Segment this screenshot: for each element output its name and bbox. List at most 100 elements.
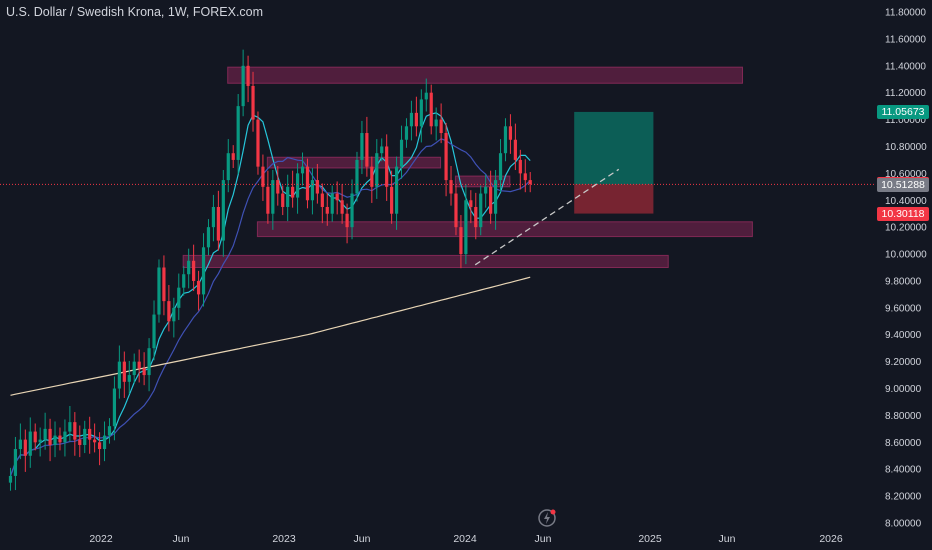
loss-zone xyxy=(574,184,654,214)
candle-body xyxy=(88,428,92,440)
candle-body xyxy=(127,375,131,382)
long-position-tool[interactable] xyxy=(574,111,654,214)
y-tick-label: 9.20000 xyxy=(885,357,922,368)
candle-body xyxy=(300,166,305,174)
y-tick-label: 10.80000 xyxy=(885,142,927,153)
price-badge: 11.05673 xyxy=(877,104,929,119)
candle-body xyxy=(340,200,344,214)
candle-body xyxy=(444,133,448,181)
candlestick-series xyxy=(8,49,532,491)
candle-body xyxy=(107,426,112,436)
y-tick-label: 9.00000 xyxy=(885,384,922,395)
price-axis[interactable]: 11.80000 11.60000 11.40000 11.20000 11.00000… xyxy=(885,8,927,530)
candle-body xyxy=(33,431,37,443)
trendline[interactable] xyxy=(474,168,620,266)
candle-body xyxy=(498,153,503,181)
y-tick-label: 8.60000 xyxy=(885,438,922,449)
candle-body xyxy=(261,166,265,187)
candle-body xyxy=(370,166,374,187)
zone-3 xyxy=(256,221,753,238)
candle-body xyxy=(241,65,245,107)
candle-body xyxy=(63,431,67,443)
lightning-icon[interactable] xyxy=(537,508,557,528)
supply-demand-zones xyxy=(182,66,753,269)
candle-body xyxy=(345,213,349,228)
candle-body xyxy=(97,442,102,450)
candle-body xyxy=(513,139,517,160)
moving-average-line xyxy=(9,112,531,477)
x-tick-label: 2022 xyxy=(89,533,113,545)
y-tick-label: 9.40000 xyxy=(885,330,922,341)
candle-body xyxy=(172,307,176,322)
candle-body xyxy=(256,119,260,167)
candle-body xyxy=(330,193,334,214)
candle-body xyxy=(68,422,72,432)
candle-body xyxy=(117,361,121,389)
candle-body xyxy=(93,439,97,443)
candle-body xyxy=(157,267,161,315)
candle-body xyxy=(276,180,280,194)
candle-body xyxy=(493,180,498,214)
y-tick-label: 9.60000 xyxy=(885,303,922,314)
x-tick-label: 2023 xyxy=(272,533,296,545)
candle-body xyxy=(518,159,522,174)
candle-body xyxy=(18,439,22,450)
y-tick-label: 10.40000 xyxy=(885,196,927,207)
zone-2 xyxy=(454,175,511,188)
candle-body xyxy=(385,146,389,187)
trendline-segment xyxy=(474,168,620,266)
y-tick-label: 11.40000 xyxy=(885,61,926,72)
time-axis[interactable]: 2022 Jun 2023 Jun 2024 Jun 2025 Jun 2026 xyxy=(89,533,843,545)
candle-body xyxy=(83,428,87,446)
zone-0 xyxy=(227,66,743,84)
y-tick-label: 11.80000 xyxy=(885,8,926,19)
y-tick-label: 11.20000 xyxy=(885,88,926,99)
candle-body xyxy=(295,173,300,198)
y-tick-label: 10.60000 xyxy=(885,169,927,180)
price-badge: 10.30118 xyxy=(877,206,929,221)
y-tick-label: 8.00000 xyxy=(885,519,922,530)
candle-body xyxy=(226,153,230,181)
candle-body xyxy=(528,180,532,185)
profit-zone xyxy=(574,111,654,185)
candle-body xyxy=(459,227,463,255)
candle-body xyxy=(23,439,27,456)
candle-body xyxy=(236,106,240,160)
candle-body xyxy=(246,65,250,86)
y-tick-label: 8.80000 xyxy=(885,411,922,422)
moving-average-line xyxy=(10,276,531,396)
candle-body xyxy=(48,428,52,446)
candle-body xyxy=(102,435,107,450)
candle-body xyxy=(162,267,166,302)
candle-body xyxy=(424,92,428,100)
candle-body xyxy=(291,186,295,198)
candle-body xyxy=(419,99,423,127)
candle-body xyxy=(508,126,513,140)
price-badge: 10.51288 xyxy=(877,178,929,193)
candle-body xyxy=(360,133,364,160)
zone-1 xyxy=(266,156,442,169)
candle-body xyxy=(251,85,255,120)
candle-body xyxy=(206,227,211,248)
candle-body xyxy=(409,112,414,127)
candle-body xyxy=(201,247,206,295)
candle-body xyxy=(305,166,310,201)
candle-body xyxy=(137,361,141,369)
candle-body xyxy=(310,180,315,201)
candle-body xyxy=(152,314,156,349)
candle-body xyxy=(523,173,527,181)
chart-title: U.S. Dollar / Swedish Krona, 1W, FOREX.c… xyxy=(6,5,264,19)
candle-body xyxy=(286,186,290,207)
candle-body xyxy=(484,186,488,194)
x-tick-label: Jun xyxy=(354,533,371,545)
candle-body xyxy=(503,126,508,154)
x-tick-label: 2024 xyxy=(453,533,477,545)
candle-body xyxy=(182,274,186,288)
candle-body xyxy=(489,186,493,214)
candle-body xyxy=(8,475,13,483)
candle-body xyxy=(13,449,18,476)
y-tick-label: 9.80000 xyxy=(885,276,922,287)
candle-body xyxy=(350,193,354,228)
candle-body xyxy=(390,186,394,214)
